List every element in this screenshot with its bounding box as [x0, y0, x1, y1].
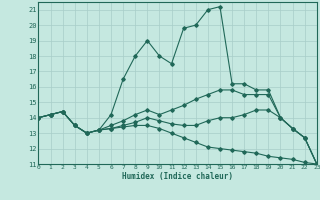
X-axis label: Humidex (Indice chaleur): Humidex (Indice chaleur): [122, 172, 233, 181]
